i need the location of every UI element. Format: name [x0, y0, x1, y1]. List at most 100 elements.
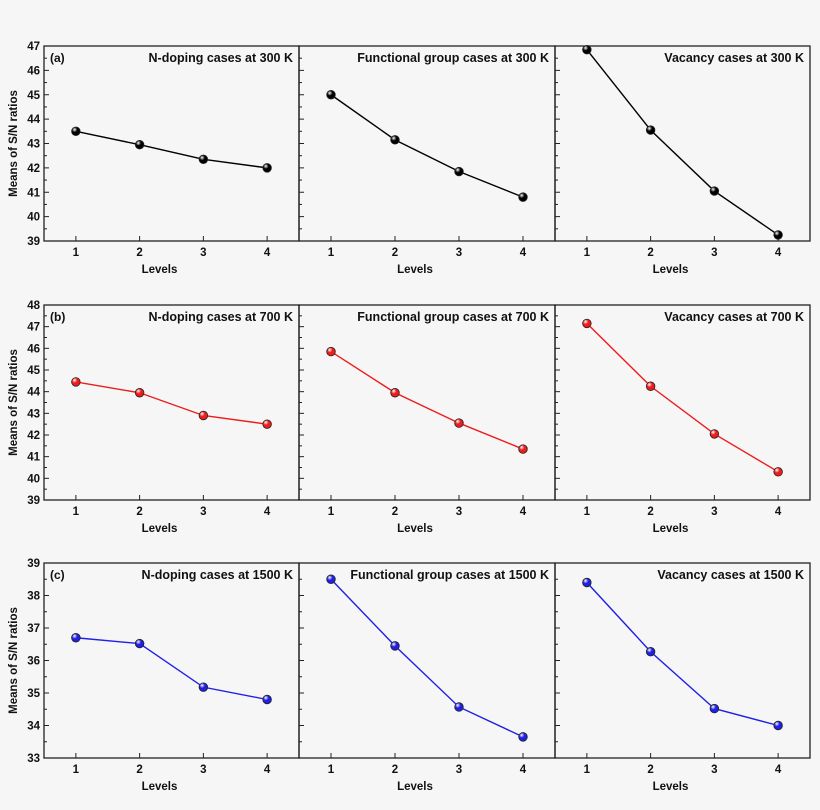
panel-0-0: 1 2 3 4 Levels N-doping cases at 300 K (a) — [43, 45, 300, 276]
x-tick-label: 3 — [711, 764, 717, 776]
panel-label: (b) — [50, 310, 65, 324]
panel-2-1: 1 2 3 4 Levels Functional group cases at 1500… — [298, 562, 556, 793]
y-tick-label: 44 — [27, 114, 40, 126]
y-tick-label: 43 — [27, 408, 40, 420]
plot-frame — [298, 45, 556, 242]
x-axis-label: Levels — [142, 523, 178, 535]
x-tick-label: 1 — [584, 247, 591, 259]
y-tick-label: 45 — [27, 365, 40, 377]
data-point — [773, 720, 783, 731]
x-tick-label: 3 — [456, 247, 462, 259]
series-line — [75, 381, 268, 425]
data-point — [71, 126, 81, 137]
x-axis-label: Levels — [397, 264, 433, 276]
data-point — [262, 419, 272, 429]
panel-1-1: 1 2 3 4 Levels Functional group cases at 700 … — [298, 304, 556, 535]
x-tick-label: 4 — [775, 764, 782, 776]
y-tick-label: 41 — [27, 452, 40, 464]
data-point — [390, 641, 400, 651]
y-tick-label: 40 — [27, 473, 40, 485]
panel-title: Functional group cases at 300 K — [357, 51, 549, 65]
y-tick-label: 38 — [27, 591, 40, 603]
data-point — [709, 429, 720, 439]
y-tick-label: 33 — [27, 753, 40, 765]
x-tick-label: 1 — [584, 506, 591, 518]
x-axis-label: Levels — [397, 781, 433, 793]
y-tick-label: 47 — [27, 41, 40, 53]
data-point — [198, 154, 209, 165]
x-tick-label: 1 — [328, 247, 335, 259]
panel-label: (c) — [50, 568, 65, 582]
data-point — [262, 163, 272, 173]
x-tick-label: 4 — [264, 506, 271, 518]
chart-row-1: Means of S/N ratios394041424344454647481… — [8, 300, 811, 535]
panel-2-2: 1 2 3 4 Levels Vacancy cases at 1500 K — [554, 562, 811, 793]
data-point — [134, 140, 145, 150]
panel-label: (a) — [50, 51, 65, 65]
x-tick-label: 2 — [647, 247, 653, 259]
data-point — [390, 135, 400, 145]
y-tick-label: 45 — [27, 90, 40, 102]
y-tick-label: 41 — [27, 187, 40, 199]
y-axis-label: Means of S/N ratios — [8, 607, 20, 714]
x-axis-label: Levels — [653, 523, 689, 535]
plot-frame — [554, 562, 811, 759]
plot-frame — [43, 304, 300, 501]
y-tick-label: 40 — [27, 212, 40, 224]
data-point — [454, 418, 464, 428]
x-tick-label: 3 — [456, 506, 462, 518]
x-tick-label: 1 — [73, 506, 80, 518]
data-point — [582, 318, 592, 329]
y-tick-label: 43 — [27, 139, 40, 151]
series-line — [586, 49, 779, 236]
data-point — [518, 444, 528, 454]
x-axis-label: Levels — [653, 781, 689, 793]
y-tick-label: 42 — [27, 430, 40, 442]
x-tick-label: 1 — [584, 764, 591, 776]
panel-title: N-doping cases at 1500 K — [142, 568, 293, 582]
series-line — [586, 582, 779, 727]
panel-title: Vacancy cases at 700 K — [664, 310, 804, 324]
panel-0-1: 1 2 3 4 Levels Functional group cases at 300 … — [298, 45, 556, 276]
data-point — [326, 90, 336, 100]
x-tick-label: 3 — [200, 247, 206, 259]
data-point — [198, 682, 209, 692]
y-tick-label: 39 — [27, 495, 40, 507]
x-tick-label: 1 — [328, 506, 335, 518]
x-tick-label: 4 — [520, 764, 527, 776]
data-point — [198, 410, 209, 421]
x-axis-label: Levels — [142, 781, 178, 793]
plot-frame — [554, 304, 811, 501]
panel-1-0: 1 2 3 4 Levels N-doping cases at 700 K (b) — [43, 304, 300, 535]
panel-title: Functional group cases at 700 K — [357, 310, 549, 324]
data-point — [645, 647, 656, 657]
data-point — [71, 633, 81, 643]
data-point — [582, 577, 592, 588]
panel-2-0: 1 2 3 4 Levels N-doping cases at 1500 K (c) — [43, 562, 300, 793]
x-tick-label: 1 — [73, 764, 80, 776]
panel-title: N-doping cases at 700 K — [149, 310, 294, 324]
y-tick-label: 42 — [27, 163, 40, 175]
panel-0-2: 1 2 3 4 Levels Vacancy cases at 300 K — [554, 44, 811, 276]
series-line — [330, 578, 524, 738]
x-tick-label: 2 — [392, 506, 398, 518]
data-point — [134, 388, 145, 398]
x-tick-label: 4 — [520, 506, 527, 518]
x-tick-label: 4 — [775, 247, 782, 259]
panel-title: Functional group cases at 1500 K — [350, 568, 549, 582]
series-line — [75, 130, 268, 169]
data-point — [645, 125, 656, 135]
x-tick-label: 2 — [392, 247, 398, 259]
x-tick-label: 3 — [200, 764, 206, 776]
data-point — [518, 192, 528, 202]
series-line — [75, 637, 268, 701]
plot-frame — [298, 562, 556, 759]
y-tick-label: 48 — [27, 300, 40, 312]
x-tick-label: 2 — [136, 247, 142, 259]
panel-1-2: 1 2 3 4 Levels Vacancy cases at 700 K — [554, 304, 811, 535]
y-tick-label: 46 — [27, 65, 40, 77]
data-point — [390, 388, 400, 398]
data-point — [773, 467, 783, 477]
